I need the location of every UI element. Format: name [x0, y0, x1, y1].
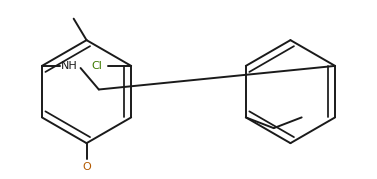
Text: NH: NH	[60, 61, 77, 71]
Text: O: O	[82, 162, 91, 172]
Text: Cl: Cl	[91, 61, 102, 71]
